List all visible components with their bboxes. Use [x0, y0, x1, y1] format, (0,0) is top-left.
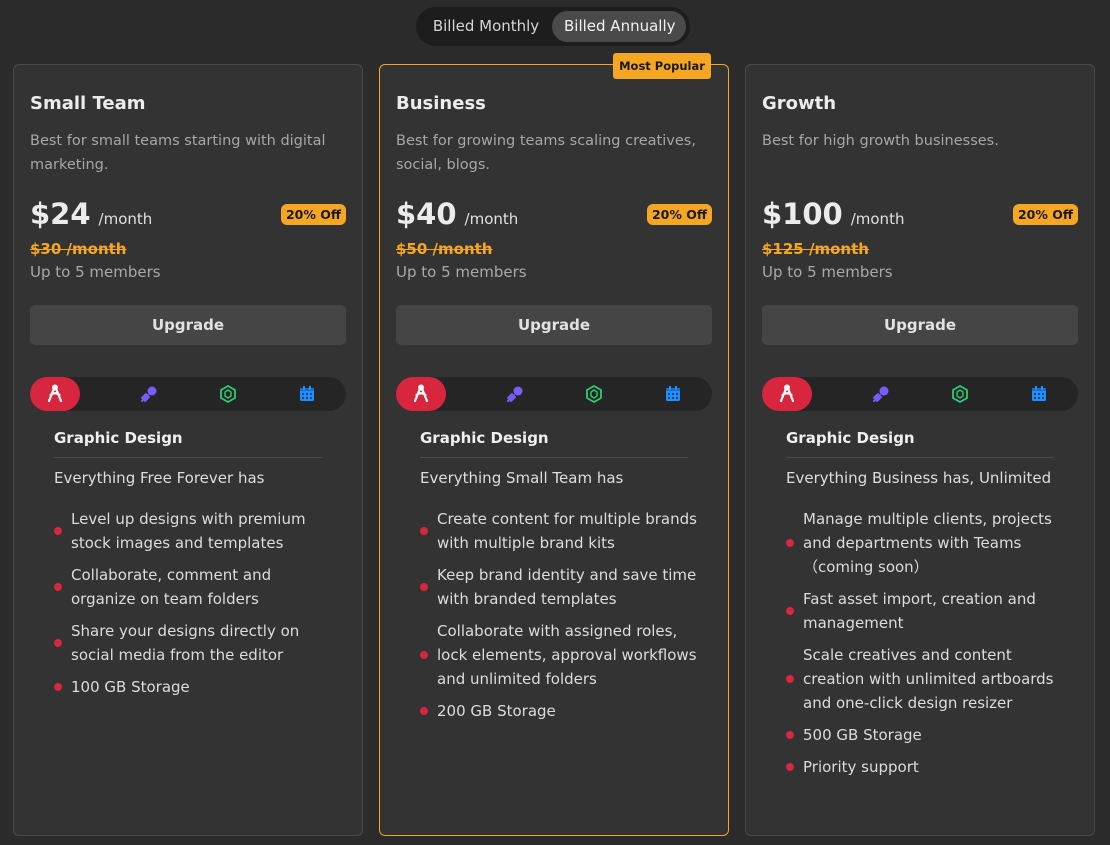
feature-item: 500 GB Storage: [786, 723, 1066, 747]
feature-section-title: Graphic Design: [54, 429, 322, 458]
upgrade-button[interactable]: Upgrade: [30, 305, 346, 345]
feature-item: Fast asset import, creation and manageme…: [786, 587, 1066, 635]
feature-item: Level up designs with premium stock imag…: [54, 507, 334, 555]
upgrade-button[interactable]: Upgrade: [396, 305, 712, 345]
includes-previous-plan: Everything Free Forever has: [54, 469, 265, 487]
cube-icon: [585, 384, 602, 404]
tab-graphic-design[interactable]: [396, 377, 446, 411]
calendar-icon: [299, 386, 314, 401]
feature-category-tabs: [396, 377, 712, 411]
plan-description: Best for high growth businesses.: [762, 133, 999, 149]
feature-item: Collaborate, comment and organize on tea…: [54, 563, 334, 611]
plan-description: Best for small teams starting with digit…: [30, 133, 326, 173]
includes-previous-plan: Everything Small Team has: [420, 469, 624, 487]
feature-item: Priority support: [786, 755, 1066, 779]
rocket-icon: [506, 386, 522, 402]
feature-item: Keep brand identity and save time with b…: [420, 563, 700, 611]
tab-assets[interactable]: [920, 377, 999, 411]
cube-icon: [951, 384, 968, 404]
original-price: $30 /month: [30, 240, 127, 258]
tab-assets[interactable]: [554, 377, 633, 411]
price-period: /month: [850, 210, 905, 228]
discount-badge: 20% Off: [1012, 204, 1078, 225]
feature-category-tabs: [30, 377, 346, 411]
plan-card-small-team: Small Team Best for small teams starting…: [13, 64, 363, 836]
tab-scheduling[interactable]: [999, 377, 1078, 411]
members-limit: Up to 5 members: [762, 263, 893, 281]
price-period: /month: [98, 210, 153, 228]
tab-scheduling[interactable]: [267, 377, 346, 411]
original-price: $125 /month: [762, 240, 869, 258]
feature-list: Manage multiple clients, projects and de…: [786, 507, 1066, 787]
tab-graphic-design[interactable]: [762, 377, 812, 411]
feature-item: Manage multiple clients, projects and de…: [786, 507, 1066, 579]
tab-graphic-design[interactable]: [30, 377, 80, 411]
billing-toggle: Billed Monthly Billed Annually: [416, 7, 690, 46]
design-icon: [779, 384, 795, 403]
plan-name: Growth: [762, 93, 837, 114]
plan-price: $40: [396, 197, 457, 231]
price-row: $24 /month: [30, 197, 152, 231]
feature-item: Share your designs directly on social me…: [54, 619, 334, 667]
discount-badge: 20% Off: [280, 204, 346, 225]
design-icon: [413, 384, 429, 403]
tab-scheduling[interactable]: [633, 377, 712, 411]
price-row: $40 /month: [396, 197, 518, 231]
members-limit: Up to 5 members: [30, 263, 161, 281]
upgrade-button[interactable]: Upgrade: [762, 305, 1078, 345]
plan-description: Best for growing teams scaling creatives…: [396, 133, 696, 173]
feature-section-title: Graphic Design: [420, 429, 688, 458]
feature-item: Create content for multiple brands with …: [420, 507, 700, 555]
design-icon: [47, 384, 63, 403]
plan-name: Business: [396, 93, 486, 114]
billed-annually-button[interactable]: Billed Annually: [552, 11, 686, 42]
feature-list: Level up designs with premium stock imag…: [54, 507, 334, 707]
cube-icon: [219, 384, 236, 404]
calendar-icon: [665, 386, 680, 401]
plan-card-business: Business Best for growing teams scaling …: [379, 53, 729, 836]
billed-monthly-button[interactable]: Billed Monthly: [432, 17, 540, 35]
includes-previous-plan: Everything Business has, Unlimited: [786, 469, 1052, 487]
feature-list: Create content for multiple brands with …: [420, 507, 700, 731]
members-limit: Up to 5 members: [396, 263, 527, 281]
feature-section-title: Graphic Design: [786, 429, 1054, 458]
feature-item: Collaborate with assigned roles, lock el…: [420, 619, 700, 691]
feature-item: Scale creatives and content creation wit…: [786, 643, 1066, 715]
plan-price: $24: [30, 197, 91, 231]
most-popular-badge: Most Popular: [613, 53, 711, 79]
feature-item: 100 GB Storage: [54, 675, 334, 699]
rocket-icon: [872, 386, 888, 402]
calendar-icon: [1031, 386, 1046, 401]
discount-badge: 20% Off: [646, 204, 712, 225]
price-period: /month: [464, 210, 519, 228]
tab-marketing[interactable]: [475, 377, 554, 411]
tab-marketing[interactable]: [841, 377, 920, 411]
plan-card-growth: Growth Best for high growth businesses. …: [745, 64, 1095, 836]
price-row: $100 /month: [762, 197, 904, 231]
tab-marketing[interactable]: [109, 377, 188, 411]
plan-price: $100: [762, 197, 843, 231]
feature-item: 200 GB Storage: [420, 699, 700, 723]
plan-name: Small Team: [30, 93, 146, 114]
rocket-icon: [140, 386, 156, 402]
original-price: $50 /month: [396, 240, 493, 258]
tab-assets[interactable]: [188, 377, 267, 411]
feature-category-tabs: [762, 377, 1078, 411]
